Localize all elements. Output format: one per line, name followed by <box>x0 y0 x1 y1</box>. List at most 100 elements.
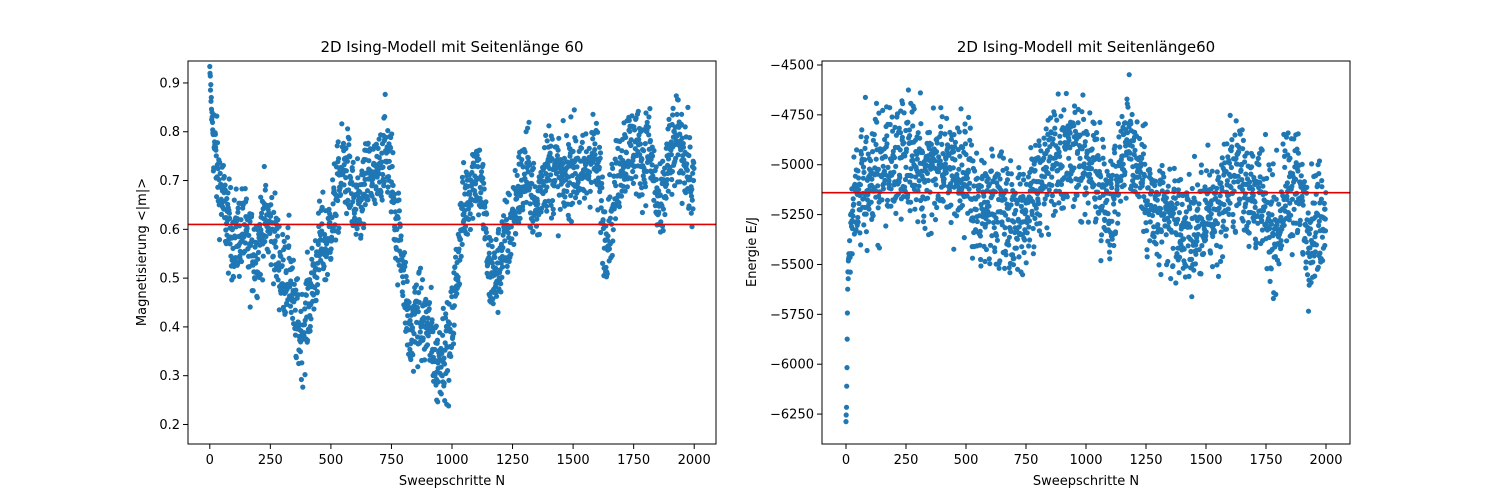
data-point <box>1242 159 1248 165</box>
data-point <box>1270 161 1276 167</box>
data-point <box>522 149 528 155</box>
data-point <box>689 197 695 203</box>
data-point <box>392 209 398 215</box>
data-point <box>975 193 981 199</box>
data-point <box>870 137 877 143</box>
data-point <box>438 364 444 370</box>
data-point <box>390 182 396 188</box>
data-point <box>645 124 652 130</box>
data-point <box>409 325 416 331</box>
data-point <box>1321 200 1327 206</box>
data-point <box>983 246 990 253</box>
data-point <box>893 163 899 169</box>
data-point <box>990 153 996 159</box>
data-point <box>1115 211 1121 217</box>
data-point <box>353 231 359 237</box>
data-point <box>304 249 310 255</box>
data-point <box>404 278 410 284</box>
data-point <box>849 251 855 257</box>
data-point <box>880 107 886 113</box>
data-point <box>467 211 473 217</box>
data-point <box>672 183 678 189</box>
data-point <box>298 308 304 314</box>
data-point <box>1217 193 1223 199</box>
data-point <box>1141 194 1147 200</box>
data-point <box>320 189 326 195</box>
data-point <box>1061 107 1067 113</box>
data-point <box>675 97 681 103</box>
data-point <box>453 254 459 260</box>
data-point <box>598 229 604 236</box>
data-point <box>651 148 657 154</box>
data-point <box>903 146 910 152</box>
data-point <box>1071 123 1077 129</box>
data-point <box>382 114 388 120</box>
data-point <box>922 225 928 231</box>
data-point <box>929 212 935 218</box>
data-point <box>632 127 638 133</box>
data-point <box>364 188 371 194</box>
data-point <box>896 179 902 185</box>
data-point <box>903 164 909 170</box>
data-point <box>481 180 487 186</box>
data-point <box>216 177 222 183</box>
data-point <box>1189 256 1195 262</box>
data-point <box>643 110 649 116</box>
data-point <box>303 292 309 298</box>
data-point <box>1036 142 1042 149</box>
data-point <box>978 256 984 263</box>
data-point <box>1158 206 1164 212</box>
chart-panel-energie: 2D Ising-Modell mit Seitenlänge60 Sweeps… <box>745 38 1351 489</box>
data-point <box>263 182 269 188</box>
data-point <box>386 158 392 164</box>
data-point <box>451 322 457 328</box>
data-point <box>1311 253 1317 259</box>
data-point <box>354 226 360 232</box>
data-point <box>279 263 285 269</box>
y-tick-label: 0.2 <box>159 418 180 433</box>
data-point <box>1060 205 1066 211</box>
data-point <box>1228 164 1234 171</box>
data-point <box>583 131 589 137</box>
data-point <box>1089 146 1095 152</box>
data-point <box>543 171 549 177</box>
data-point <box>911 106 917 112</box>
x-tick-label: 1250 <box>1129 453 1162 468</box>
data-point <box>628 176 635 182</box>
data-point <box>315 282 321 288</box>
data-point <box>244 226 250 232</box>
data-point <box>1037 212 1043 218</box>
data-point <box>907 208 913 214</box>
data-point <box>668 152 675 158</box>
data-point <box>280 231 286 238</box>
data-point <box>1246 243 1252 249</box>
data-point <box>1232 229 1239 235</box>
data-point <box>1038 232 1044 238</box>
data-point <box>446 301 452 307</box>
data-point <box>680 140 686 147</box>
data-point <box>1058 181 1065 187</box>
data-point <box>290 257 296 263</box>
data-point <box>227 215 233 221</box>
data-point <box>912 182 918 188</box>
data-point <box>1306 231 1312 237</box>
data-point <box>944 115 950 121</box>
data-point <box>389 131 395 137</box>
data-point <box>1107 256 1113 262</box>
data-point <box>1021 249 1027 256</box>
data-point <box>1267 278 1273 284</box>
data-point <box>500 264 506 270</box>
data-point <box>1311 200 1318 206</box>
data-point <box>1313 242 1319 248</box>
data-point <box>912 206 918 212</box>
data-point <box>1286 217 1292 223</box>
data-point <box>546 177 553 183</box>
data-point <box>1052 208 1058 214</box>
data-point <box>1189 294 1195 300</box>
data-point <box>989 192 996 198</box>
data-point <box>1031 244 1037 250</box>
data-point <box>360 206 366 212</box>
data-point <box>1301 179 1307 185</box>
data-point <box>669 168 676 175</box>
data-point <box>1168 276 1174 282</box>
